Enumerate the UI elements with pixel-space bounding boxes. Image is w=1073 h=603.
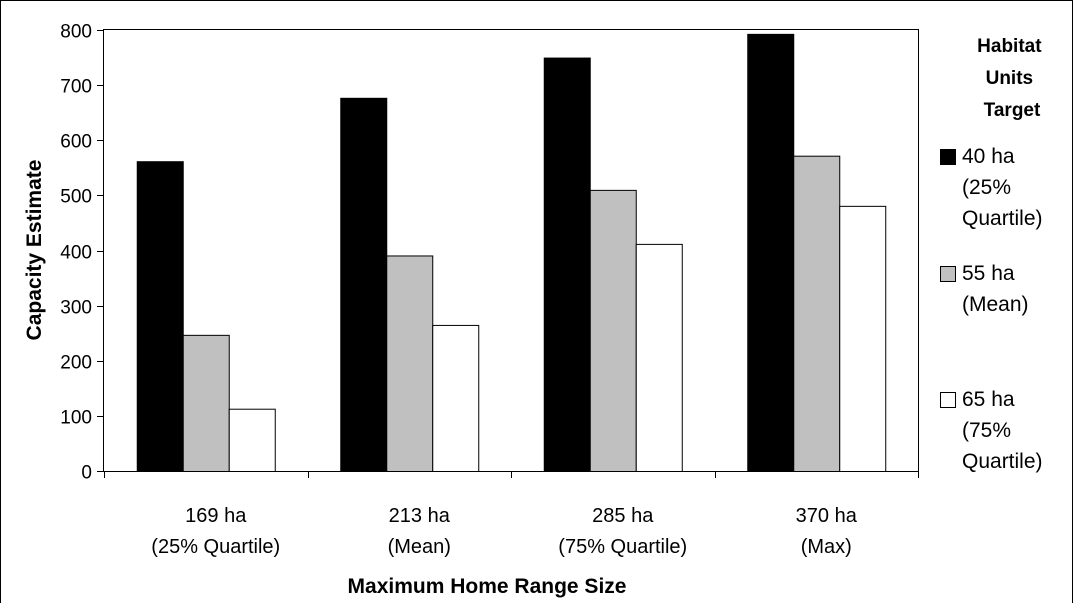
legend-swatch bbox=[940, 266, 956, 282]
bar bbox=[136, 161, 184, 472]
y-tick-label: 0 bbox=[81, 463, 92, 484]
y-tick-label: 300 bbox=[60, 298, 92, 319]
bar bbox=[793, 155, 841, 472]
bar bbox=[839, 205, 887, 472]
bar bbox=[182, 334, 230, 472]
legend-swatch bbox=[940, 149, 956, 165]
bar bbox=[432, 324, 480, 473]
bar bbox=[386, 255, 434, 472]
legend-label: 40 ha bbox=[962, 145, 1015, 168]
x-axis: 169 ha (25% Quartile) 213 ha (Mean) 285 ha (7… bbox=[104, 471, 919, 558]
plot-area: 0 100 200 300 400 500 600 700 800 169 ha (25% Qua… bbox=[60, 22, 919, 558]
legend-label: 55 ha bbox=[962, 262, 1015, 285]
bar bbox=[543, 57, 591, 472]
legend-label: (25% bbox=[962, 176, 1011, 199]
x-category-label: (Mean) bbox=[388, 536, 451, 558]
y-tick-label: 100 bbox=[60, 408, 92, 429]
legend-label: Quartile) bbox=[962, 450, 1043, 473]
y-axis: 0 100 200 300 400 500 600 700 800 bbox=[60, 22, 104, 484]
bar bbox=[228, 408, 276, 472]
y-tick-label: 500 bbox=[60, 187, 92, 208]
y-tick-label: 400 bbox=[60, 243, 92, 264]
bar bbox=[635, 243, 683, 472]
x-category-label: 370 ha bbox=[796, 505, 858, 527]
legend-title-line-3: Target bbox=[984, 100, 1041, 121]
x-category-label: 285 ha bbox=[592, 505, 654, 527]
x-category-label: (25% Quartile) bbox=[151, 536, 280, 558]
legend-label: Quartile) bbox=[962, 207, 1043, 230]
legend-title-line-1: Habitat bbox=[977, 36, 1042, 57]
x-axis-title: Maximum Home Range Size bbox=[348, 575, 627, 598]
bars-layer bbox=[136, 33, 887, 473]
y-tick-label: 800 bbox=[60, 22, 92, 43]
y-axis-title: Capacity Estimate bbox=[23, 160, 46, 341]
legend: Habitat Units Target 40 ha (25% Quartile) 5… bbox=[940, 36, 1047, 473]
bar bbox=[589, 189, 637, 473]
legend-label: 65 ha bbox=[962, 388, 1015, 411]
x-category-label: 213 ha bbox=[389, 505, 451, 527]
bar bbox=[747, 33, 795, 472]
legend-swatch bbox=[940, 392, 956, 408]
bar bbox=[340, 97, 388, 473]
legend-label: (Mean) bbox=[962, 293, 1029, 316]
x-category-label: (75% Quartile) bbox=[558, 536, 687, 558]
legend-items: 40 ha (25% Quartile) 55 ha (Mean) 65 ha (75% Qu… bbox=[940, 145, 1043, 473]
legend-title-line-2: Units bbox=[986, 68, 1034, 89]
y-tick-label: 200 bbox=[60, 353, 92, 374]
x-category-label: (Max) bbox=[801, 536, 852, 558]
y-tick-label: 600 bbox=[60, 132, 92, 153]
legend-label: (75% bbox=[962, 419, 1011, 442]
legend-title: Habitat Units Target bbox=[977, 36, 1047, 121]
y-tick-label: 700 bbox=[60, 77, 92, 98]
x-category-label: 169 ha bbox=[185, 505, 247, 527]
